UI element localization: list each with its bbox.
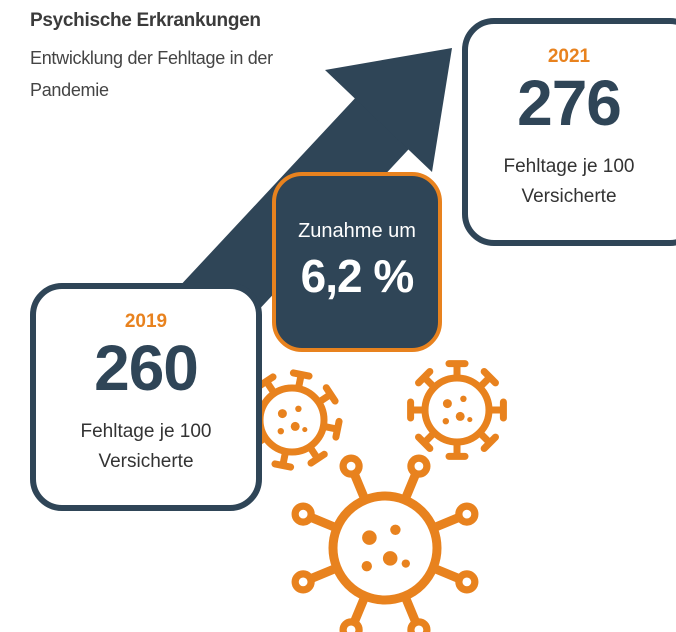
virus-dot [295, 405, 302, 412]
virus-dot [442, 399, 452, 409]
virus-dot [302, 427, 308, 433]
virus-cap [271, 460, 295, 471]
virus-dot [455, 411, 465, 421]
virus-knob [339, 454, 363, 478]
virus-knob [407, 454, 431, 478]
subtitle: Entwicklung der Fehltage in der Pandemie [30, 48, 273, 100]
virus-knob [291, 570, 315, 594]
virus-dot [277, 428, 284, 435]
title: Psychische Erkrankungen [30, 10, 261, 31]
virus-knob [455, 502, 479, 526]
change-value: 6,2 % [300, 250, 415, 302]
virus-spike [431, 563, 462, 584]
viruses [241, 360, 507, 632]
virus-cap [480, 433, 499, 452]
virus-cap [415, 368, 434, 387]
virus-dot [467, 417, 473, 423]
value: 260 [94, 332, 199, 404]
virus-cap [322, 384, 339, 405]
virus-knob [455, 570, 479, 594]
virus-knob [339, 618, 363, 632]
year: 2019 [124, 311, 168, 332]
virus-spike [400, 471, 421, 502]
virus-spike [431, 512, 462, 533]
arrow-head [325, 48, 452, 172]
virus-dot [361, 561, 372, 572]
virus-spike [308, 563, 339, 584]
box-2021: 2021 276 Fehltage je 100 Versicherte [462, 18, 676, 246]
virus-spike [400, 594, 421, 625]
virus-dot [442, 418, 449, 425]
virus-spike [308, 512, 339, 533]
virus-dot [277, 409, 287, 419]
virus-knob [291, 502, 315, 526]
label: Fehltage je 100 Versicherte [503, 156, 635, 207]
virus-dot [290, 421, 300, 431]
virus-spike [349, 594, 370, 625]
virus-cap [480, 368, 499, 387]
virus-dot [401, 559, 410, 568]
label: Fehltage je 100 Versicherte [80, 421, 212, 472]
virus [407, 360, 507, 460]
box-2019: 2019 260 Fehltage je 100 Versicherte [30, 283, 262, 511]
virus-body [256, 384, 328, 456]
virus-spike [349, 471, 370, 502]
virus-cap [307, 450, 328, 467]
virus-dot [460, 395, 467, 402]
change-box: Zunahme um 6,2 % [272, 172, 442, 352]
virus-dot [382, 551, 398, 566]
virus-body [328, 491, 442, 605]
virus-dot [390, 524, 401, 535]
virus-body [421, 374, 493, 446]
virus-knob [407, 618, 431, 632]
virus [291, 454, 479, 632]
virus-cap [289, 369, 313, 380]
year: 2021 [547, 46, 591, 67]
virus-cap [415, 433, 434, 452]
value: 276 [517, 67, 622, 139]
virus-dot [362, 530, 377, 545]
change-label: Zunahme um [298, 220, 416, 242]
virus-cap [332, 417, 343, 441]
